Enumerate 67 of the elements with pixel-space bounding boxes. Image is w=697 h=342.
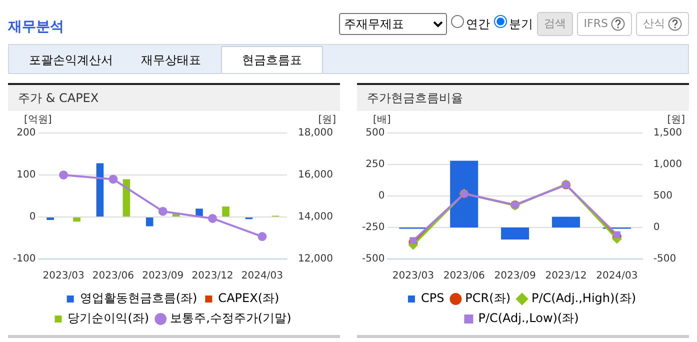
x-tick-label: 2023/09: [142, 270, 184, 282]
y2-tick-label: -500: [653, 254, 676, 265]
text: IFRS: [576, 12, 632, 36]
bar: [96, 163, 104, 216]
legend-label: P/C(Adj.,High)(좌): [532, 291, 636, 306]
y-tick-label: 500: [366, 128, 385, 139]
y2-tick-label: 500: [653, 190, 672, 202]
y2-tick-label: 1,000: [653, 159, 682, 170]
bar: [222, 206, 230, 216]
chart-title: 주가 & CAPEX: [8, 85, 340, 111]
x-tick-label: 2023/06: [443, 270, 485, 282]
text: 포괄손익계산서: [28, 52, 114, 69]
point: [258, 232, 267, 242]
legend-label: CAPEX(좌): [218, 291, 280, 306]
y-tick-label: 100: [16, 170, 36, 181]
text: 재무분석: [8, 18, 64, 36]
y-tick-label: 250: [366, 159, 385, 170]
y-tick-label: -250: [362, 222, 385, 234]
y-tick-label: -500: [362, 254, 385, 265]
x-tick-label: 2023/12: [545, 270, 587, 282]
x-tick-label: 2024/03: [596, 270, 638, 282]
bar: [122, 179, 130, 216]
text: 연간: [464, 16, 490, 33]
legend-label: 당기순이익(좌): [68, 311, 150, 326]
legend-label: CPS: [420, 291, 444, 306]
y-axis-title: [배]: [373, 114, 391, 126]
legend-label: 보통주,수정주가(기말): [170, 311, 292, 326]
legend-label: PCR(좌): [465, 291, 511, 306]
x-tick-label: 2023/03: [42, 270, 84, 282]
x-tick-label: 2023/12: [192, 270, 234, 282]
x-tick-label: 2024/03: [241, 270, 283, 282]
y-tick-label: -100: [12, 254, 36, 265]
text: 분기: [508, 16, 533, 33]
point: [410, 237, 417, 244]
x-tick-label: 2023/06: [92, 270, 134, 282]
y-tick-label: 0: [378, 190, 385, 202]
bar: [450, 160, 478, 228]
bar: [501, 228, 530, 240]
y2-tick-label: 0: [653, 222, 660, 234]
point: [158, 206, 168, 216]
y2-tick-label: 16,000: [298, 170, 334, 181]
y-tick-label: 0: [29, 212, 36, 223]
text: 재무상태표: [140, 52, 202, 69]
y2-tick-label: 1,500: [653, 128, 682, 139]
y-axis-title: [억원]: [24, 114, 52, 126]
legend-label: P/C(Adj.,Low)(좌): [478, 311, 579, 326]
y2-axis-title: [원]: [667, 114, 686, 126]
legend-label: 영업활동현금흐름(좌): [80, 291, 198, 306]
bar: [73, 218, 80, 222]
x-tick-label: 2023/09: [494, 270, 536, 282]
y2-tick-label: 12,000: [298, 254, 334, 265]
point: [59, 170, 68, 180]
y2-tick-label: 18,000: [298, 128, 334, 139]
text: 산식: [636, 12, 689, 36]
bar: [146, 218, 154, 226]
point: [613, 231, 620, 238]
chart-title: 주가현금흐름비율: [357, 85, 689, 111]
text: 주재무제표: [338, 13, 447, 35]
y-tick-label: 200: [16, 128, 36, 139]
x-tick-label: 2023/03: [392, 270, 434, 282]
text: 검색: [536, 12, 573, 36]
y2-axis-title: [원]: [318, 114, 336, 126]
point: [108, 174, 118, 184]
y2-tick-label: 14,000: [298, 212, 334, 223]
text: 현금흐름표: [221, 46, 323, 73]
point: [208, 214, 218, 223]
bar: [552, 216, 580, 228]
